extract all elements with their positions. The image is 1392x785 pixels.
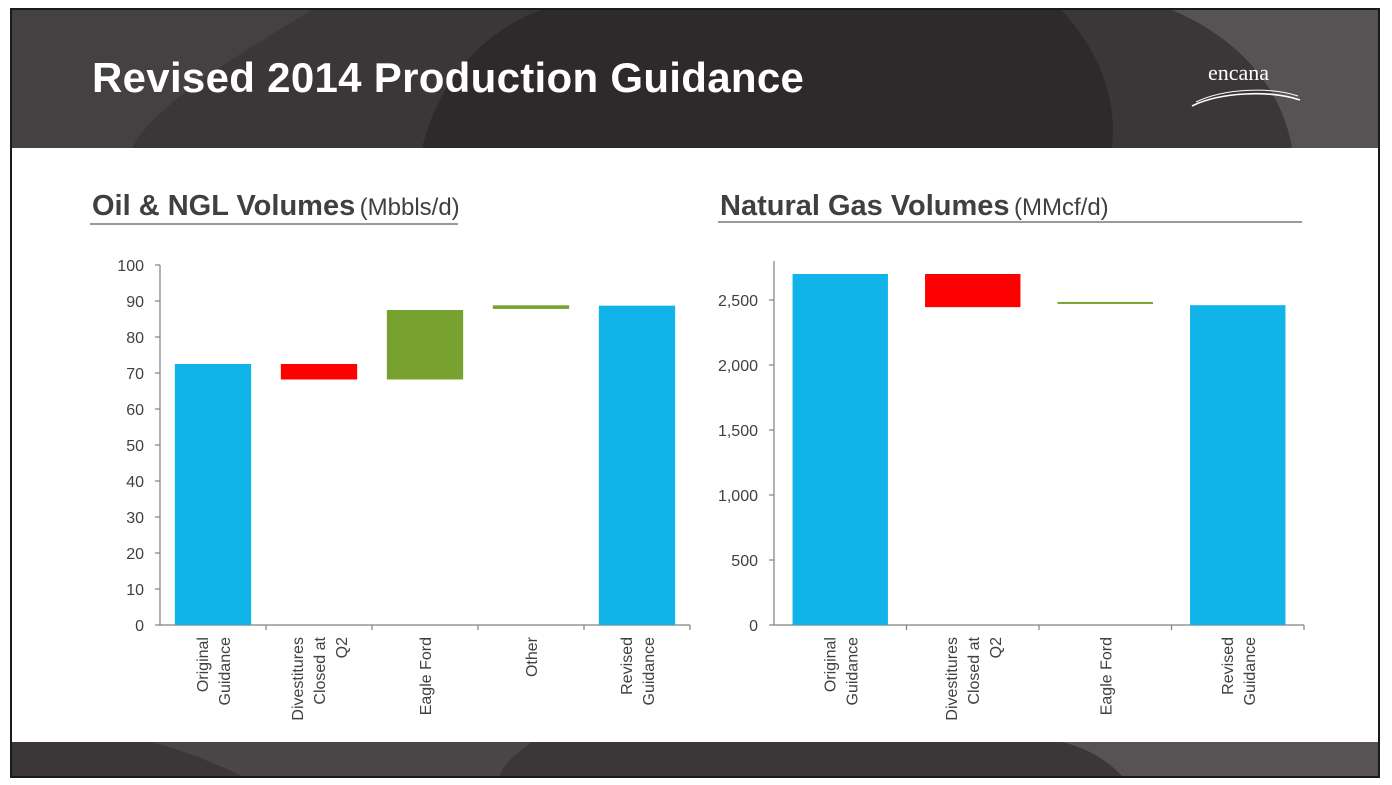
y-tick-label: 1,500 xyxy=(718,423,758,440)
y-tick-label: 0 xyxy=(749,618,758,635)
category-label-line: Guidance xyxy=(1242,637,1259,706)
category-label-text: Eagle Ford xyxy=(418,637,435,715)
gas-chart-title: Natural Gas Volumes (MMcf/d) xyxy=(720,190,1109,223)
category-label-line: Revised xyxy=(619,637,636,695)
y-tick-label: 40 xyxy=(126,474,144,491)
category-label-line: Guidance xyxy=(641,637,658,706)
footer-background xyxy=(12,742,1378,776)
category-label-line: Other xyxy=(524,636,541,677)
category-label-text: Revised Guidance xyxy=(1220,637,1259,706)
oil-chart-title: Oil & NGL Volumes (Mbbls/d) xyxy=(92,190,460,223)
y-tick-label: 60 xyxy=(126,402,144,419)
bar-revised-guidance xyxy=(598,305,676,625)
header-background xyxy=(12,10,1378,148)
y-tick-label: 70 xyxy=(126,366,144,383)
category-label-text: Eagle Ford xyxy=(1098,637,1115,715)
category-label-text: Original Guidance xyxy=(195,637,234,706)
category-label: Revised Guidance xyxy=(1220,637,1259,706)
category-label-line: Q2 xyxy=(988,637,1005,658)
category-label: Original Guidance xyxy=(822,637,861,706)
bar-revised-guidance xyxy=(1190,305,1286,625)
logo-text: encana xyxy=(1208,60,1270,85)
y-tick-label: 2,000 xyxy=(718,358,758,375)
category-label-line: Guidance xyxy=(217,637,234,706)
category-label-line: Original xyxy=(822,637,839,692)
category-label-line: Revised xyxy=(1220,637,1237,695)
category-label-line: Closed at xyxy=(966,636,983,704)
category-label: Revised Guidance xyxy=(619,637,658,706)
gas-chart-title-main: Natural Gas Volumes xyxy=(720,190,1010,222)
category-label-line: Guidance xyxy=(844,637,861,706)
y-tick-label: 2,500 xyxy=(718,293,758,310)
bar-original-guidance xyxy=(792,274,888,625)
bar-divestitures-closed-at-q2 xyxy=(280,364,358,380)
y-tick-label: 500 xyxy=(731,553,758,570)
slide-footer xyxy=(12,742,1378,776)
category-label-line: Q2 xyxy=(334,637,351,658)
category-label: Divestitures Closed at Q2 xyxy=(944,636,1005,720)
gas-title-rule xyxy=(718,221,1302,223)
category-label-text: Original Guidance xyxy=(822,637,861,706)
category-label: Eagle Ford xyxy=(1098,637,1115,715)
slide-header: Revised 2014 Production Guidance encana xyxy=(12,10,1378,148)
category-label: Divestitures Closed at Q2 xyxy=(290,636,351,720)
category-label: Eagle Ford xyxy=(418,637,435,715)
category-label-text: Other xyxy=(524,636,541,677)
category-label: Other xyxy=(524,636,541,677)
category-label-text: Revised Guidance xyxy=(619,637,658,706)
encana-logo: encana xyxy=(1180,54,1310,110)
oil-ngl-volumes-chart: 0 10 20 30 40 50 60 70 80 90 100 Original Guidance Di… xyxy=(117,258,691,721)
category-label-line: Eagle Ford xyxy=(418,637,435,715)
oil-chart-title-main: Oil & NGL Volumes xyxy=(92,190,356,222)
category-label-text: Divestitures Closed at Q2 xyxy=(290,636,351,720)
y-tick-label: 90 xyxy=(126,294,144,311)
bar-eagle-ford xyxy=(1057,301,1153,304)
y-tick-label: 30 xyxy=(126,510,144,527)
category-label-line: Closed at xyxy=(312,636,329,704)
y-tick-label: 10 xyxy=(126,582,144,599)
oil-title-rule xyxy=(90,223,458,225)
category-label-line: Original xyxy=(195,637,212,692)
category-label-line: Divestitures xyxy=(944,637,961,721)
logo-swoosh-icon xyxy=(1191,89,1301,107)
y-tick-label: 100 xyxy=(117,258,144,275)
bar-original-guidance xyxy=(174,364,252,625)
natural-gas-volumes-chart: 0 500 1,000 1,500 2,000 2,500 Original Guidance… xyxy=(718,261,1305,721)
slide-title: Revised 2014 Production Guidance xyxy=(92,54,805,101)
y-tick-label: 50 xyxy=(126,438,144,455)
slide: Revised 2014 Production Guidance encana … xyxy=(10,8,1380,778)
y-tick-label: 1,000 xyxy=(718,488,758,505)
category-label-line: Divestitures xyxy=(290,637,307,721)
y-tick-label: 0 xyxy=(135,618,144,635)
y-tick-label: 20 xyxy=(126,546,144,563)
category-label-line: Eagle Ford xyxy=(1098,637,1115,715)
gas-chart-unit: (MMcf/d) xyxy=(1014,194,1109,221)
y-tick-label: 80 xyxy=(126,330,144,347)
category-label-text: Divestitures Closed at Q2 xyxy=(944,636,1005,720)
bar-divestitures-closed-at-q2 xyxy=(925,274,1021,308)
bar-eagle-ford xyxy=(386,310,464,380)
bar-other xyxy=(492,305,570,309)
category-label: Original Guidance xyxy=(195,637,234,706)
oil-chart-unit: (Mbbls/d) xyxy=(359,194,460,221)
